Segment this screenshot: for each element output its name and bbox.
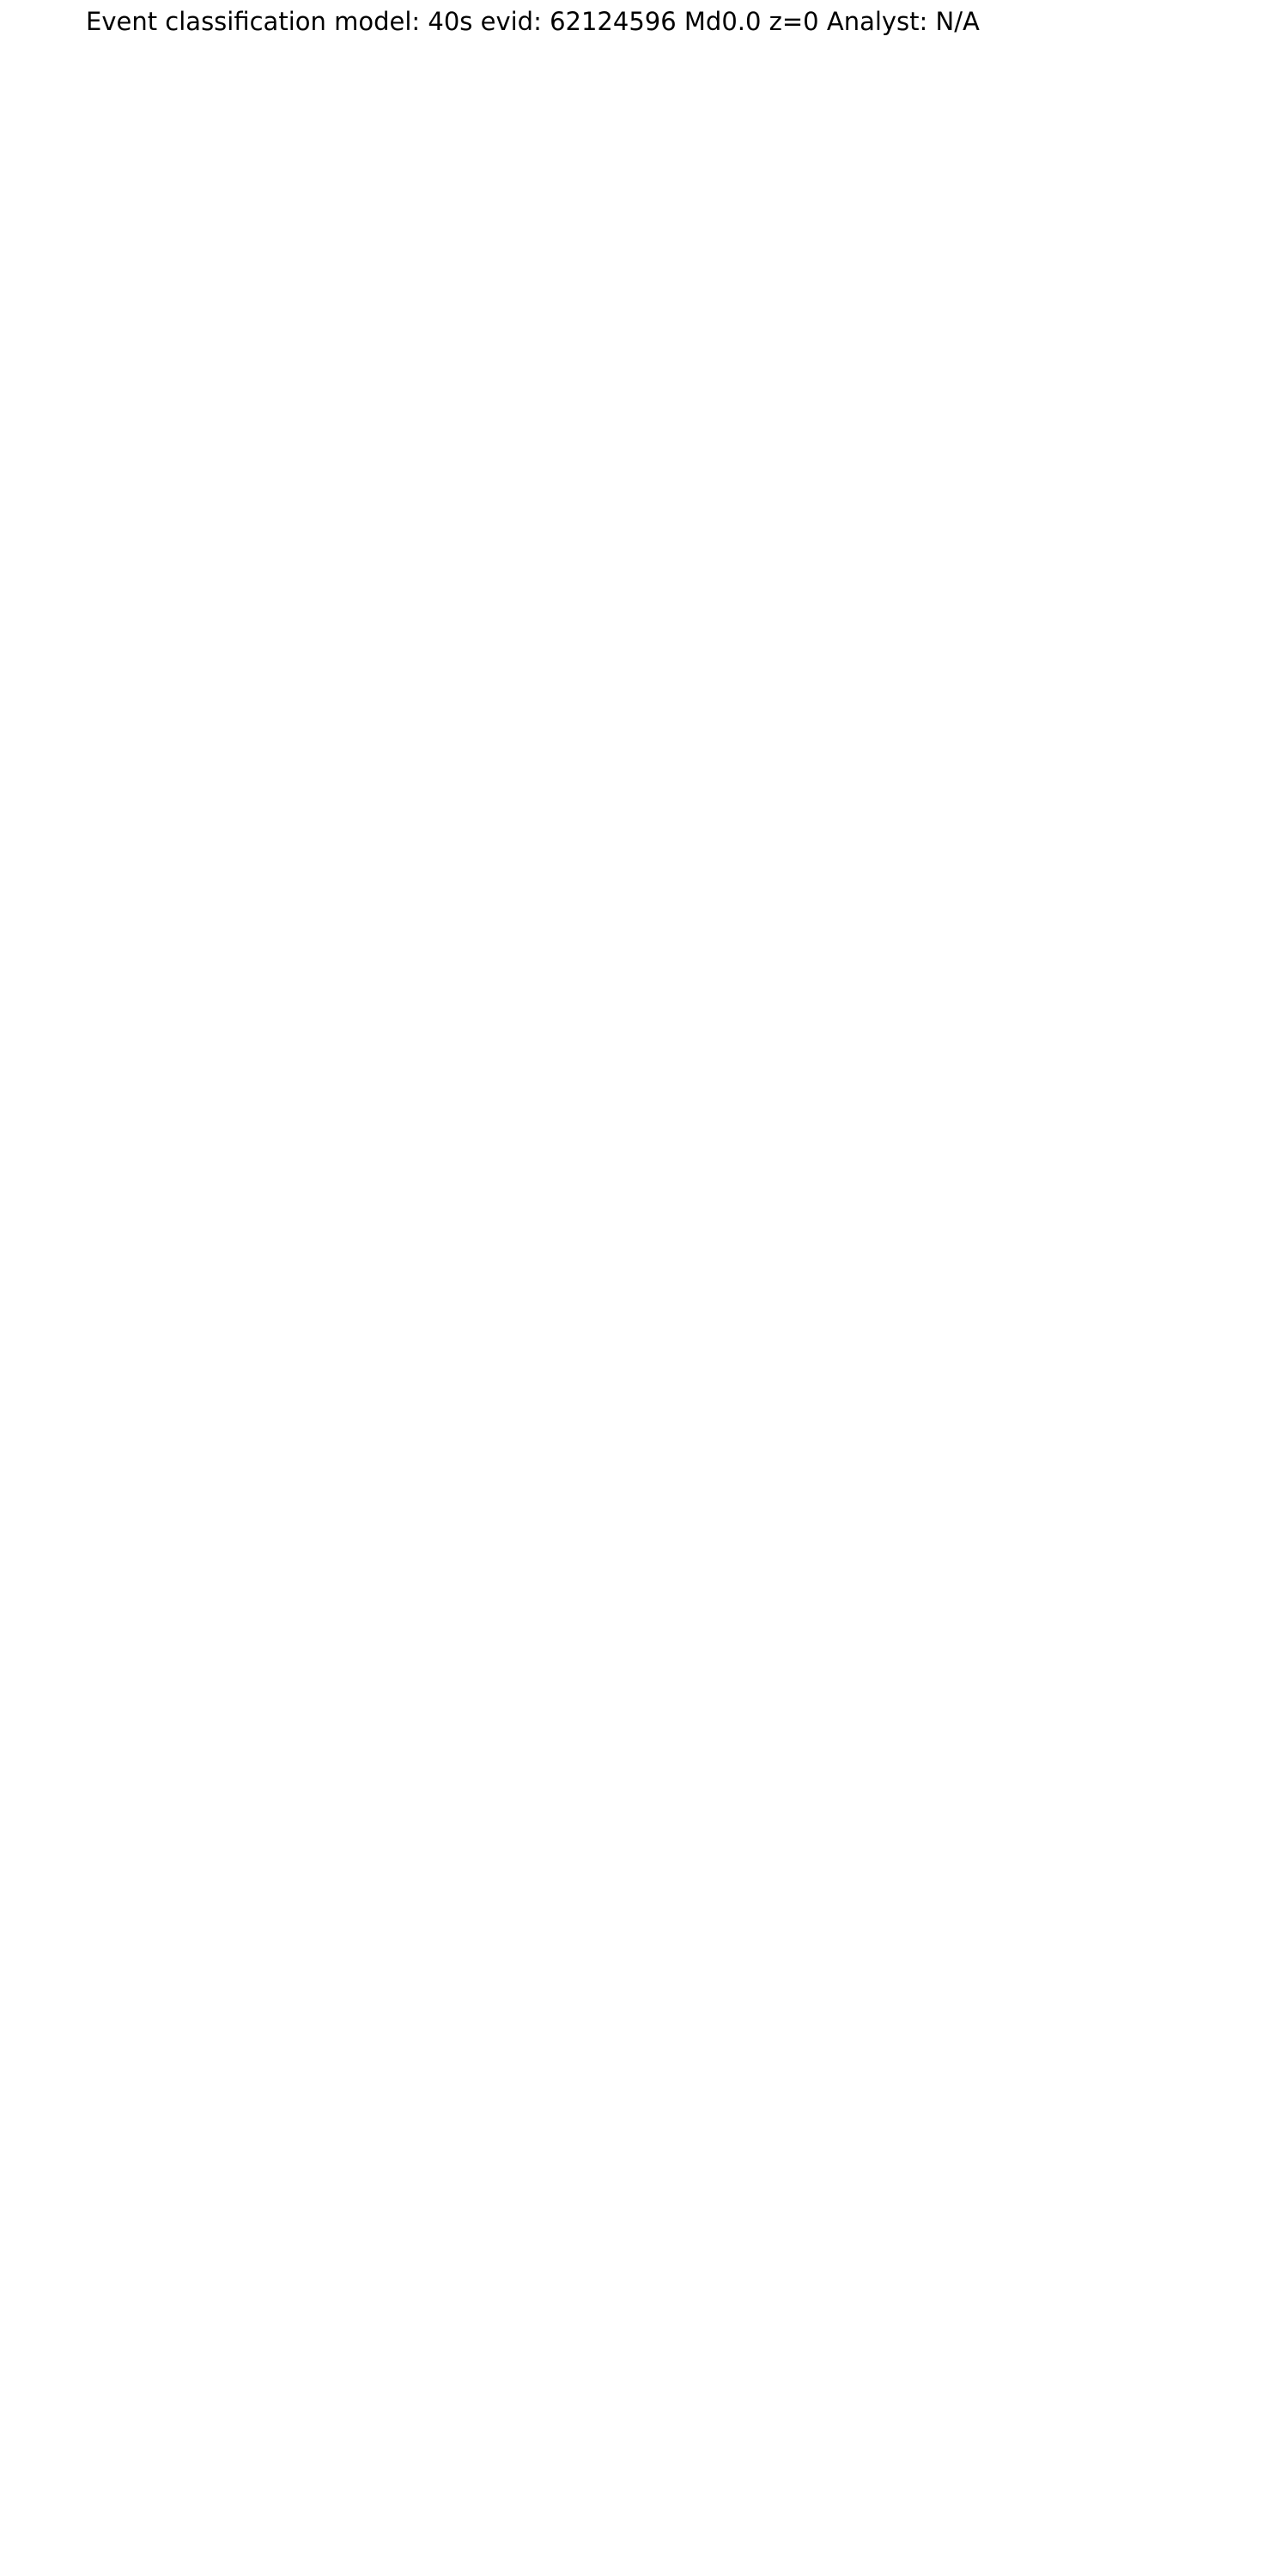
figure-suptitle: Event classification model: 40s evid: 62…	[86, 7, 980, 36]
